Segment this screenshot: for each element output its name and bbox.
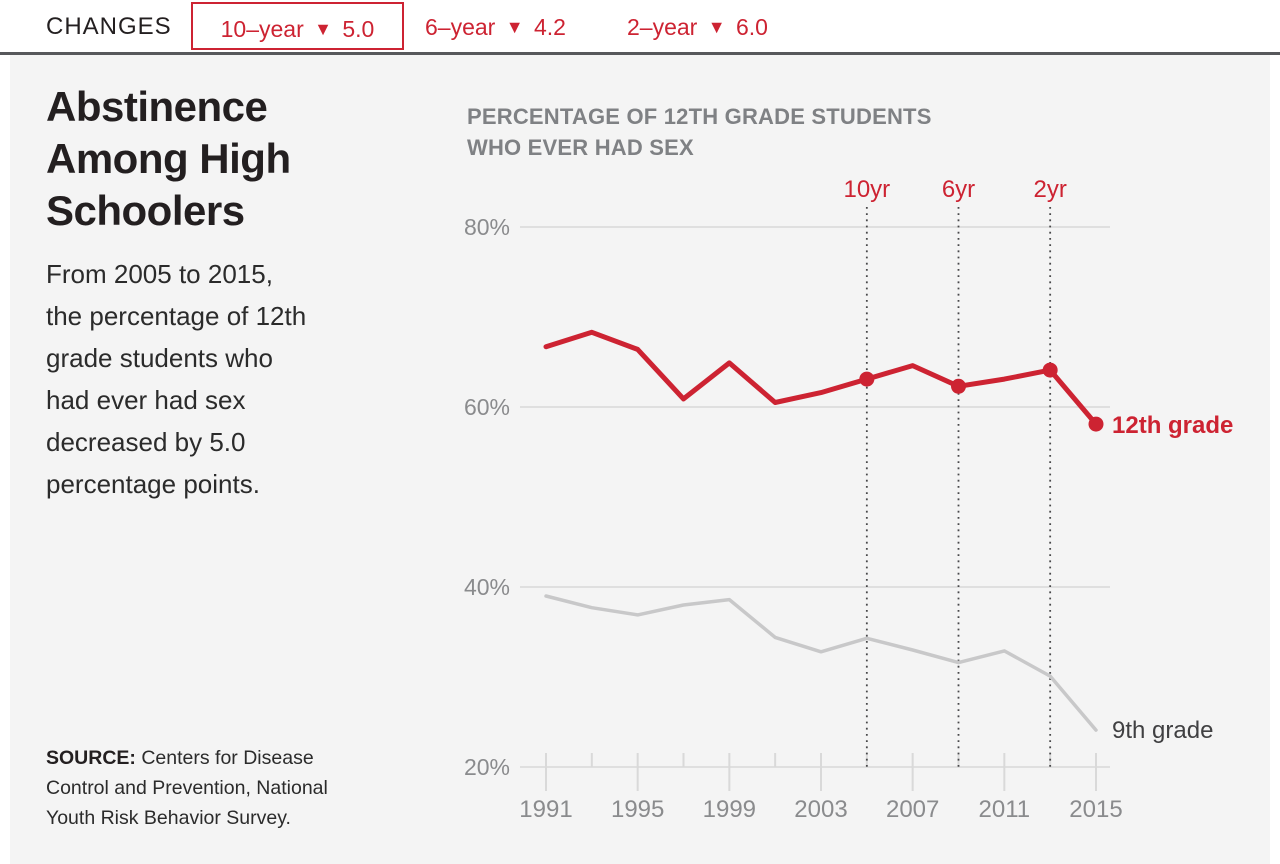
series-line	[543, 329, 1099, 427]
x-axis-label: 1999	[703, 796, 756, 823]
x-axis-label: 2015	[1069, 796, 1122, 823]
stat-label: 2–year	[627, 14, 698, 40]
x-axis-label: 1991	[519, 796, 572, 823]
x-axis-label: 2003	[794, 796, 847, 823]
y-gridlines: 20% 40% 60% 80%	[464, 214, 1110, 780]
chart-heading: PERCENTAGE OF 12TH GRADE STUDENTS WHO EVE…	[467, 104, 932, 160]
source-line-2: Control and Prevention, National	[46, 777, 328, 799]
change-stat-10-year[interactable]: 10–year ▼ 5.0	[191, 2, 404, 50]
annotation-label: 6yr	[942, 176, 975, 203]
content-panel: Abstinence Among High Schoolers From 2005 …	[10, 55, 1270, 864]
stat-value: 6.0	[735, 14, 768, 40]
series-9th-grade: 9th grade	[544, 594, 1213, 744]
change-stat-6-year[interactable]: 6–year ▼ 4.2	[425, 0, 566, 52]
source-label: SOURCE:	[46, 747, 136, 769]
annotation-lines: 10yr 6yr 2yr	[843, 176, 1067, 767]
change-stat-2-year[interactable]: 2–year ▼ 6.0	[627, 0, 768, 52]
annotation-label: 2yr	[1033, 176, 1066, 203]
stat-value: 4.2	[533, 14, 566, 40]
down-triangle-icon: ▼	[505, 17, 524, 37]
description-text: From 2005 to 2015, the percentage of 12th…	[46, 259, 307, 499]
stat-value: 5.0	[342, 16, 375, 42]
x-axis-label: 1995	[611, 796, 664, 823]
series-12th-grade: 12th grade	[543, 329, 1233, 439]
source-line-3: Youth Risk Behavior Survey.	[46, 807, 291, 829]
series-end-label: 12th grade	[1112, 412, 1233, 439]
stat-label: 10–year	[220, 16, 304, 42]
data-point-marker	[1042, 362, 1058, 378]
changes-label: CHANGES	[46, 13, 172, 40]
data-point-marker	[859, 371, 875, 387]
source-line-1: Centers for Disease	[135, 747, 314, 769]
y-axis-label: 80%	[464, 214, 510, 240]
page-title: Abstinence Among High Schoolers	[46, 83, 291, 234]
x-axis-label: 2007	[886, 796, 939, 823]
data-point-marker	[951, 378, 966, 394]
x-axis-label: 2011	[979, 796, 1031, 823]
y-axis-label: 20%	[464, 754, 510, 780]
y-axis-label: 40%	[464, 574, 510, 600]
y-axis-label: 60%	[464, 394, 510, 420]
data-point-marker	[1088, 416, 1104, 432]
line-chart: 20% 40% 60% 80% 1991 1995 1999 2003 2007 2011 2015…	[464, 176, 1233, 823]
stat-label: 6–year	[425, 14, 496, 40]
annotation-label: 10yr	[843, 176, 890, 203]
changes-header: CHANGES 10–year ▼ 5.0 6–year ▼ 4.2 2–yea…	[0, 0, 1280, 52]
header-divider	[0, 52, 1280, 55]
series-end-label: 9th grade	[1112, 717, 1213, 744]
x-axis: 1991 1995 1999 2003 2007 2011 2015	[519, 753, 1123, 823]
down-triangle-icon: ▼	[707, 17, 726, 37]
series-line	[544, 594, 1098, 732]
source-note: SOURCE: Centers for Disease Control and …	[46, 743, 406, 833]
down-triangle-icon: ▼	[314, 19, 332, 39]
